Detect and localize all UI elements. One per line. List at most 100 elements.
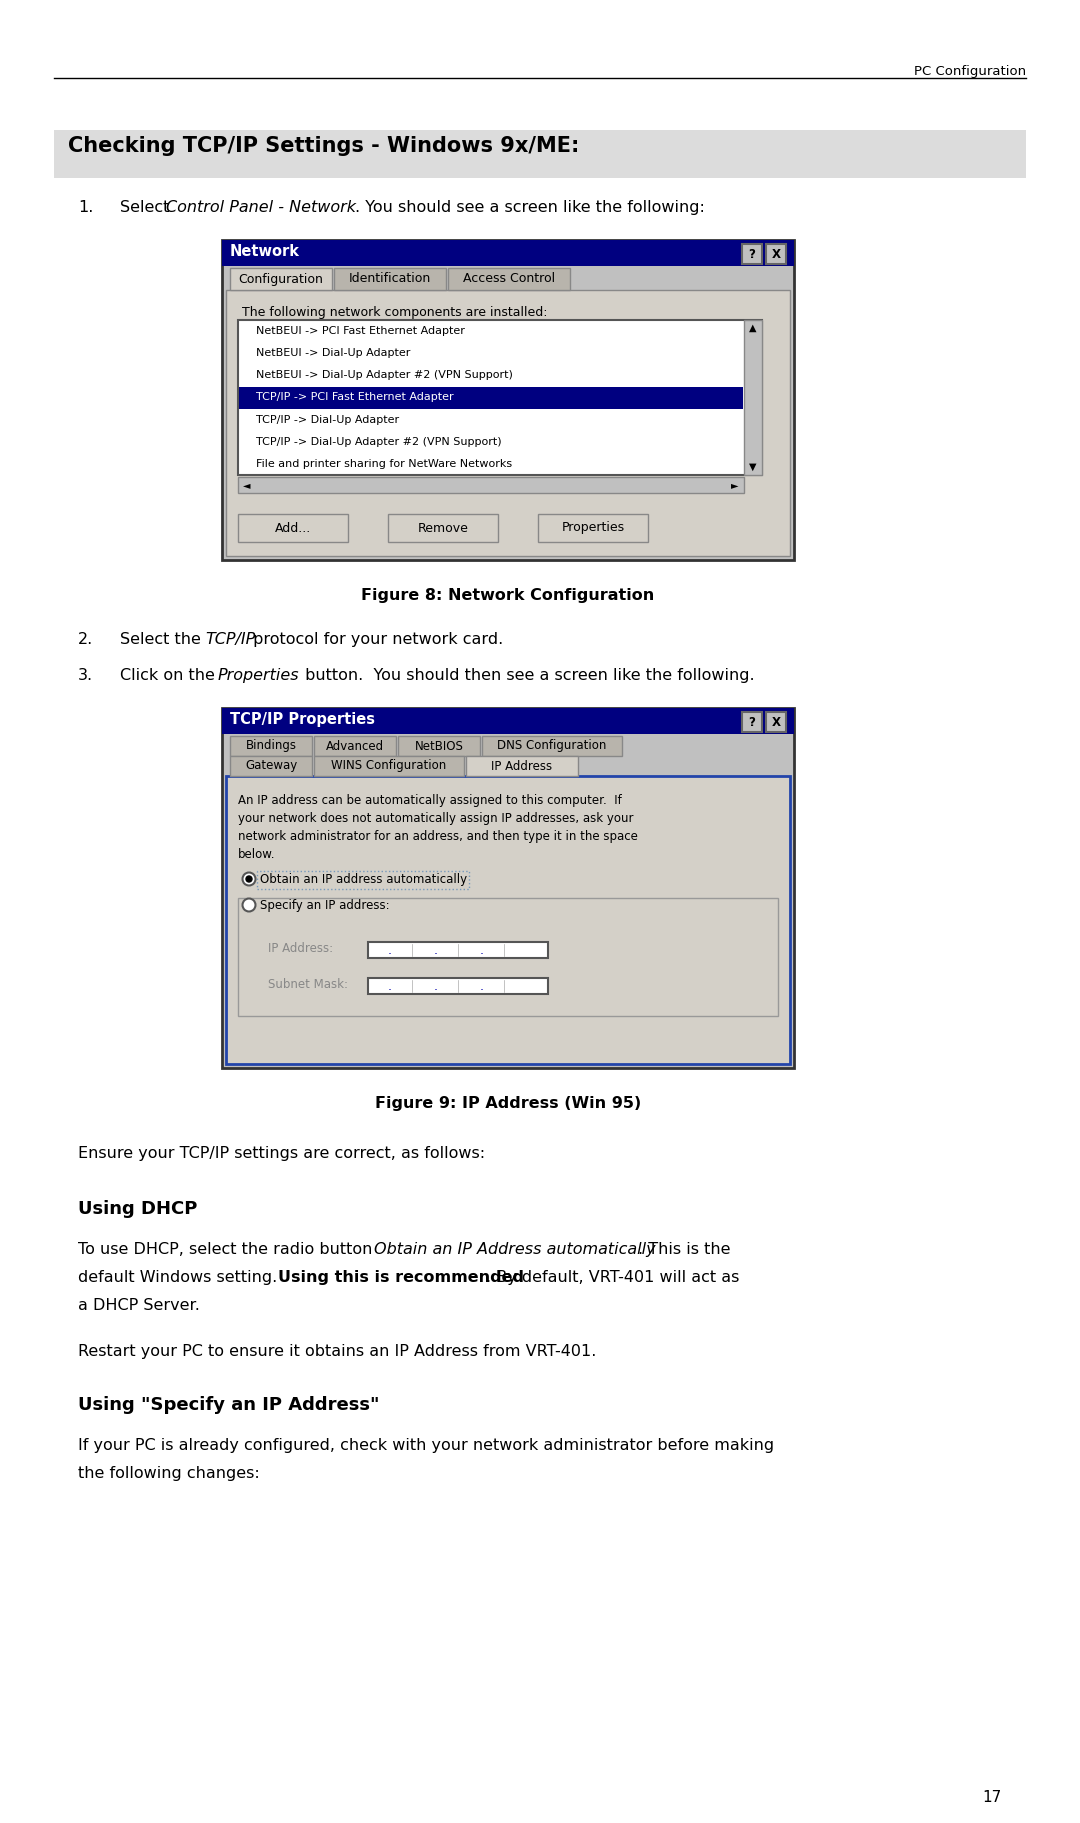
Text: .: . xyxy=(388,944,392,957)
FancyBboxPatch shape xyxy=(222,707,794,735)
FancyBboxPatch shape xyxy=(222,241,794,266)
Circle shape xyxy=(243,873,256,886)
FancyBboxPatch shape xyxy=(742,713,762,733)
Text: To use DHCP, select the radio button: To use DHCP, select the radio button xyxy=(78,1241,378,1258)
FancyBboxPatch shape xyxy=(742,244,762,264)
Text: button.  You should then see a screen like the following.: button. You should then see a screen lik… xyxy=(300,667,755,684)
FancyBboxPatch shape xyxy=(538,514,648,541)
Text: default Windows setting.: default Windows setting. xyxy=(78,1271,282,1285)
Text: TCP/IP: TCP/IP xyxy=(205,633,255,647)
Text: Specify an IP address:: Specify an IP address: xyxy=(260,899,390,912)
Text: X: X xyxy=(771,248,781,261)
FancyBboxPatch shape xyxy=(368,942,548,959)
FancyBboxPatch shape xyxy=(226,777,789,1065)
Text: Using "Specify an IP Address": Using "Specify an IP Address" xyxy=(78,1396,379,1415)
Text: The following network components are installed:: The following network components are ins… xyxy=(242,306,548,319)
Text: Network: Network xyxy=(230,244,300,259)
Text: An IP address can be automatically assigned to this computer.  If: An IP address can be automatically assig… xyxy=(238,795,622,808)
FancyBboxPatch shape xyxy=(399,736,480,757)
Text: IP Address: IP Address xyxy=(491,760,553,773)
Text: Subnet Mask:: Subnet Mask: xyxy=(268,979,348,992)
Text: .: . xyxy=(480,979,484,992)
Text: 3.: 3. xyxy=(78,667,93,684)
Text: Select the: Select the xyxy=(120,633,206,647)
Circle shape xyxy=(243,899,256,912)
FancyBboxPatch shape xyxy=(334,268,446,290)
Text: NetBEUI -> Dial-Up Adapter: NetBEUI -> Dial-Up Adapter xyxy=(256,348,410,357)
Text: TCP/IP -> PCI Fast Ethernet Adapter: TCP/IP -> PCI Fast Ethernet Adapter xyxy=(256,392,454,403)
FancyBboxPatch shape xyxy=(238,478,744,492)
Text: Advanced: Advanced xyxy=(326,740,384,753)
Text: Checking TCP/IP Settings - Windows 9x/ME:: Checking TCP/IP Settings - Windows 9x/ME… xyxy=(68,137,579,157)
FancyBboxPatch shape xyxy=(226,290,789,556)
FancyBboxPatch shape xyxy=(238,321,762,476)
FancyBboxPatch shape xyxy=(482,736,622,757)
Text: NetBIOS: NetBIOS xyxy=(415,740,463,753)
FancyBboxPatch shape xyxy=(54,129,1026,179)
FancyBboxPatch shape xyxy=(230,268,332,290)
Text: Select: Select xyxy=(120,201,175,215)
Text: .: . xyxy=(388,979,392,992)
FancyBboxPatch shape xyxy=(239,386,743,408)
Text: Obtain an IP address automatically: Obtain an IP address automatically xyxy=(260,873,468,886)
Text: . By default, VRT-401 will act as: . By default, VRT-401 will act as xyxy=(486,1271,740,1285)
FancyBboxPatch shape xyxy=(222,241,794,560)
Text: Figure 8: Network Configuration: Figure 8: Network Configuration xyxy=(362,589,654,603)
Text: Click on the: Click on the xyxy=(120,667,220,684)
FancyBboxPatch shape xyxy=(230,736,312,757)
Text: Properties: Properties xyxy=(218,667,299,684)
FancyBboxPatch shape xyxy=(314,736,396,757)
FancyBboxPatch shape xyxy=(388,514,498,541)
FancyBboxPatch shape xyxy=(368,977,548,994)
Text: File and printer sharing for NetWare Networks: File and printer sharing for NetWare Net… xyxy=(256,459,512,469)
Text: TCP/IP -> Dial-Up Adapter #2 (VPN Support): TCP/IP -> Dial-Up Adapter #2 (VPN Suppor… xyxy=(256,438,501,447)
Text: Bindings: Bindings xyxy=(245,740,297,753)
Text: DNS Configuration: DNS Configuration xyxy=(497,740,607,753)
Text: Using DHCP: Using DHCP xyxy=(78,1200,198,1218)
Text: Remove: Remove xyxy=(418,521,469,534)
Text: below.: below. xyxy=(238,848,275,860)
Text: Properties: Properties xyxy=(562,521,624,534)
Text: If your PC is already configured, check with your network administrator before m: If your PC is already configured, check … xyxy=(78,1438,774,1453)
Text: Restart your PC to ensure it obtains an IP Address from VRT-401.: Restart your PC to ensure it obtains an … xyxy=(78,1344,596,1358)
Text: . This is the: . This is the xyxy=(638,1241,730,1258)
Text: ?: ? xyxy=(748,715,755,729)
Text: .: . xyxy=(434,944,438,957)
FancyBboxPatch shape xyxy=(766,244,786,264)
Text: ▲: ▲ xyxy=(750,323,757,334)
Text: .: . xyxy=(480,944,484,957)
Text: ►: ► xyxy=(731,479,739,490)
Text: Identification: Identification xyxy=(349,272,431,286)
Text: protocol for your network card.: protocol for your network card. xyxy=(248,633,503,647)
Text: Add...: Add... xyxy=(275,521,311,534)
Text: 1.: 1. xyxy=(78,201,93,215)
Text: WINS Configuration: WINS Configuration xyxy=(332,760,447,773)
Text: Configuration: Configuration xyxy=(239,272,323,286)
Text: ?: ? xyxy=(748,248,755,261)
Text: Figure 9: IP Address (Win 95): Figure 9: IP Address (Win 95) xyxy=(375,1096,642,1110)
Circle shape xyxy=(246,877,252,882)
FancyBboxPatch shape xyxy=(448,268,570,290)
Text: ◄: ◄ xyxy=(243,479,251,490)
Text: TCP/IP Properties: TCP/IP Properties xyxy=(230,713,375,727)
FancyBboxPatch shape xyxy=(238,514,348,541)
Text: ▼: ▼ xyxy=(750,461,757,472)
Text: 17: 17 xyxy=(983,1790,1002,1805)
Text: Access Control: Access Control xyxy=(463,272,555,286)
FancyBboxPatch shape xyxy=(465,757,578,777)
Text: TCP/IP -> Dial-Up Adapter: TCP/IP -> Dial-Up Adapter xyxy=(256,414,400,425)
Text: the following changes:: the following changes: xyxy=(78,1466,260,1480)
FancyBboxPatch shape xyxy=(222,707,794,1068)
Text: .: . xyxy=(434,979,438,992)
Text: network administrator for an address, and then type it in the space: network administrator for an address, an… xyxy=(238,829,638,842)
Text: PC Configuration: PC Configuration xyxy=(914,66,1026,78)
Text: a DHCP Server.: a DHCP Server. xyxy=(78,1298,200,1313)
Text: . You should see a screen like the following:: . You should see a screen like the follo… xyxy=(355,201,705,215)
FancyBboxPatch shape xyxy=(314,757,464,777)
FancyBboxPatch shape xyxy=(230,757,312,777)
Text: Obtain an IP Address automatically: Obtain an IP Address automatically xyxy=(374,1241,656,1258)
Text: Ensure your TCP/IP settings are correct, as follows:: Ensure your TCP/IP settings are correct,… xyxy=(78,1147,485,1161)
Text: NetBEUI -> PCI Fast Ethernet Adapter: NetBEUI -> PCI Fast Ethernet Adapter xyxy=(256,326,464,335)
Text: 2.: 2. xyxy=(78,633,93,647)
Text: Gateway: Gateway xyxy=(245,760,297,773)
